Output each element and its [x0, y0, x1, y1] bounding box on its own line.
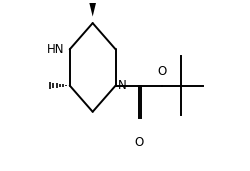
Polygon shape [89, 2, 96, 17]
Text: HN: HN [46, 43, 64, 56]
Text: O: O [134, 136, 143, 149]
Text: N: N [117, 79, 126, 92]
Text: O: O [156, 65, 166, 78]
